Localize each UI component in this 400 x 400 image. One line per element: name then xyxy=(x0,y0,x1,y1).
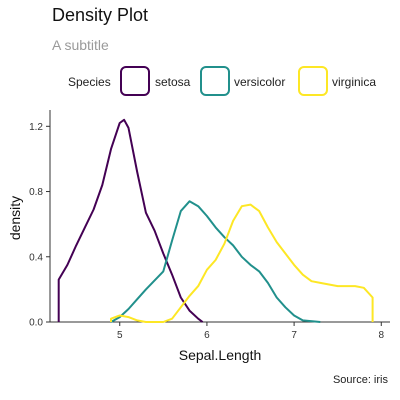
density-curve-setosa xyxy=(57,118,204,323)
x-tick-label: 5 xyxy=(117,330,123,341)
axes: 5 6 7 8 0.0 0.4 0.8 1.2 xyxy=(29,110,390,341)
legend-key-setosa xyxy=(120,66,150,96)
legend-key-virginica xyxy=(298,66,328,96)
legend-label-setosa: setosa xyxy=(155,75,191,89)
y-tick-label: 0.8 xyxy=(29,187,43,198)
y-axis-title: density xyxy=(7,196,23,240)
chart-subtitle: A subtitle xyxy=(52,37,109,53)
legend-label-virginica: virginica xyxy=(332,75,377,89)
legend-key-versicolor xyxy=(200,66,230,96)
x-axis-title: Sepal.Length xyxy=(179,347,262,363)
y-tick-label: 0.4 xyxy=(29,252,43,263)
y-tick-label: 1.2 xyxy=(29,122,43,133)
x-tick-label: 6 xyxy=(204,330,210,341)
legend-title: Species xyxy=(68,75,111,89)
x-tick-label: 7 xyxy=(291,330,297,341)
x-tick-label: 8 xyxy=(379,330,385,341)
density-curves xyxy=(57,118,374,323)
legend: Species setosa versicolor virginica xyxy=(62,65,392,101)
y-tick-label: 0.0 xyxy=(29,318,43,329)
chart-caption: Source: iris xyxy=(332,374,388,386)
legend-label-versicolor: versicolor xyxy=(234,75,286,89)
density-curve-virginica xyxy=(110,203,374,323)
density-curve-versicolor xyxy=(110,200,321,323)
chart-title: Density Plot xyxy=(52,5,149,25)
